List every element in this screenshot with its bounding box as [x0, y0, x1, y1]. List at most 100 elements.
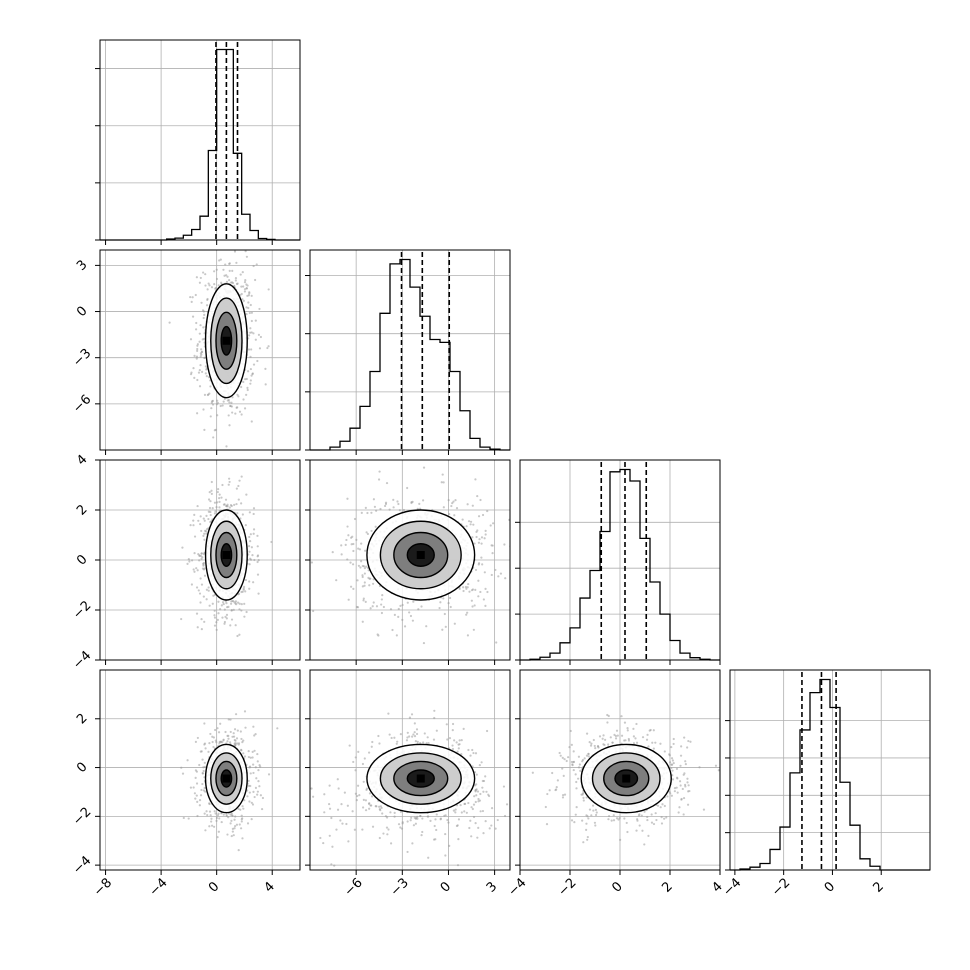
scatter-point [252, 771, 255, 775]
scatter-point [615, 817, 619, 820]
contour-line [580, 743, 672, 814]
scatter-point [447, 499, 450, 502]
scatter-point [648, 729, 651, 732]
scatter-point [647, 834, 650, 837]
scatter-point [205, 532, 208, 535]
scatter-point [604, 738, 607, 741]
scatter-point [210, 286, 214, 289]
scatter-point [215, 277, 219, 281]
scatter-point [203, 786, 206, 790]
x-tick-label: −2 [555, 875, 579, 899]
scatter-point [475, 530, 478, 534]
x-tick-label: −6 [342, 875, 366, 899]
scatter-point [251, 372, 254, 375]
scatter-point [387, 712, 390, 715]
hist-panel-2 [305, 249, 511, 455]
scatter-point [239, 273, 242, 276]
scatter-point [646, 818, 649, 822]
scatter-point [245, 313, 248, 316]
scatter-point [620, 734, 624, 737]
scatter-point [218, 497, 221, 500]
scatter-point [193, 376, 196, 379]
scatter-point [385, 826, 389, 829]
scatter-point [484, 819, 487, 823]
scatter-point [423, 732, 426, 735]
scatter-point [328, 807, 332, 810]
scatter-point [195, 612, 199, 615]
scatter-point [702, 808, 706, 811]
hist-panel-3 [515, 459, 721, 665]
density-peak [222, 774, 231, 783]
scatter-point [490, 573, 493, 577]
scatter-point [195, 355, 199, 358]
scatter-point [614, 734, 618, 738]
scatter-point [222, 602, 225, 606]
scatter-point [427, 741, 430, 745]
scatter-point [240, 737, 243, 741]
scatter-point [260, 807, 264, 811]
scatter-point [249, 367, 252, 371]
scatter-point [242, 285, 245, 288]
scatter-point [202, 552, 205, 556]
scatter-point [607, 743, 610, 746]
scatter-point [248, 563, 251, 566]
scatter-point [330, 816, 333, 820]
scatter-point [231, 830, 234, 833]
scatter-point [414, 740, 417, 743]
scatter-point [479, 498, 482, 502]
scatter-point [378, 742, 381, 745]
scatter-point [590, 742, 593, 745]
scatter-point [222, 813, 225, 816]
scatter-point [686, 803, 690, 806]
scatter-point [632, 742, 636, 745]
scatter-point [415, 732, 419, 736]
scatter-point [475, 535, 478, 539]
scatter-point [216, 490, 219, 494]
scatter-point [458, 743, 461, 746]
scatter-point [203, 538, 206, 541]
scatter-point [237, 395, 240, 398]
scatter-point [617, 818, 620, 821]
scatter-point [245, 255, 249, 258]
scatter-point [479, 590, 482, 594]
scatter-point [467, 748, 470, 752]
scatter-point [244, 578, 248, 582]
scatter-point [196, 412, 199, 415]
scatter-point [261, 796, 265, 800]
density-peak [416, 774, 425, 783]
scatter-point [247, 294, 250, 297]
scatter-point [474, 822, 477, 825]
scatter-point [211, 735, 214, 738]
scatter-point [193, 570, 196, 573]
y-tick-label: −6 [70, 392, 94, 416]
scatter-point [199, 352, 202, 355]
scatter-point [594, 824, 597, 827]
scatter-point [231, 269, 234, 272]
scatter-point [213, 825, 216, 828]
scatter-point [471, 807, 474, 811]
scatter-point [220, 281, 223, 284]
scatter-point [399, 732, 402, 736]
scatter-point [382, 832, 385, 835]
scatter-point [208, 284, 211, 287]
scatter-point [589, 744, 593, 747]
scatter-point [372, 601, 375, 604]
scatter-point [203, 761, 206, 764]
scatter-point [219, 404, 222, 408]
scatter-point [421, 830, 424, 834]
scatter-point [381, 594, 384, 597]
panel-frame [309, 249, 511, 451]
scatter-point [241, 805, 244, 808]
scatter-point [359, 566, 362, 569]
scatter-point [231, 827, 234, 831]
scatter-point [370, 529, 373, 533]
scatter-point [544, 805, 547, 809]
scatter-point [228, 480, 231, 484]
scatter-point [191, 315, 195, 318]
scatter-point [682, 796, 686, 800]
scatter-point [451, 744, 454, 747]
scatter-point [363, 757, 366, 760]
scatter-point [202, 595, 205, 598]
scatter-point [408, 735, 411, 738]
scatter-point [248, 587, 251, 590]
